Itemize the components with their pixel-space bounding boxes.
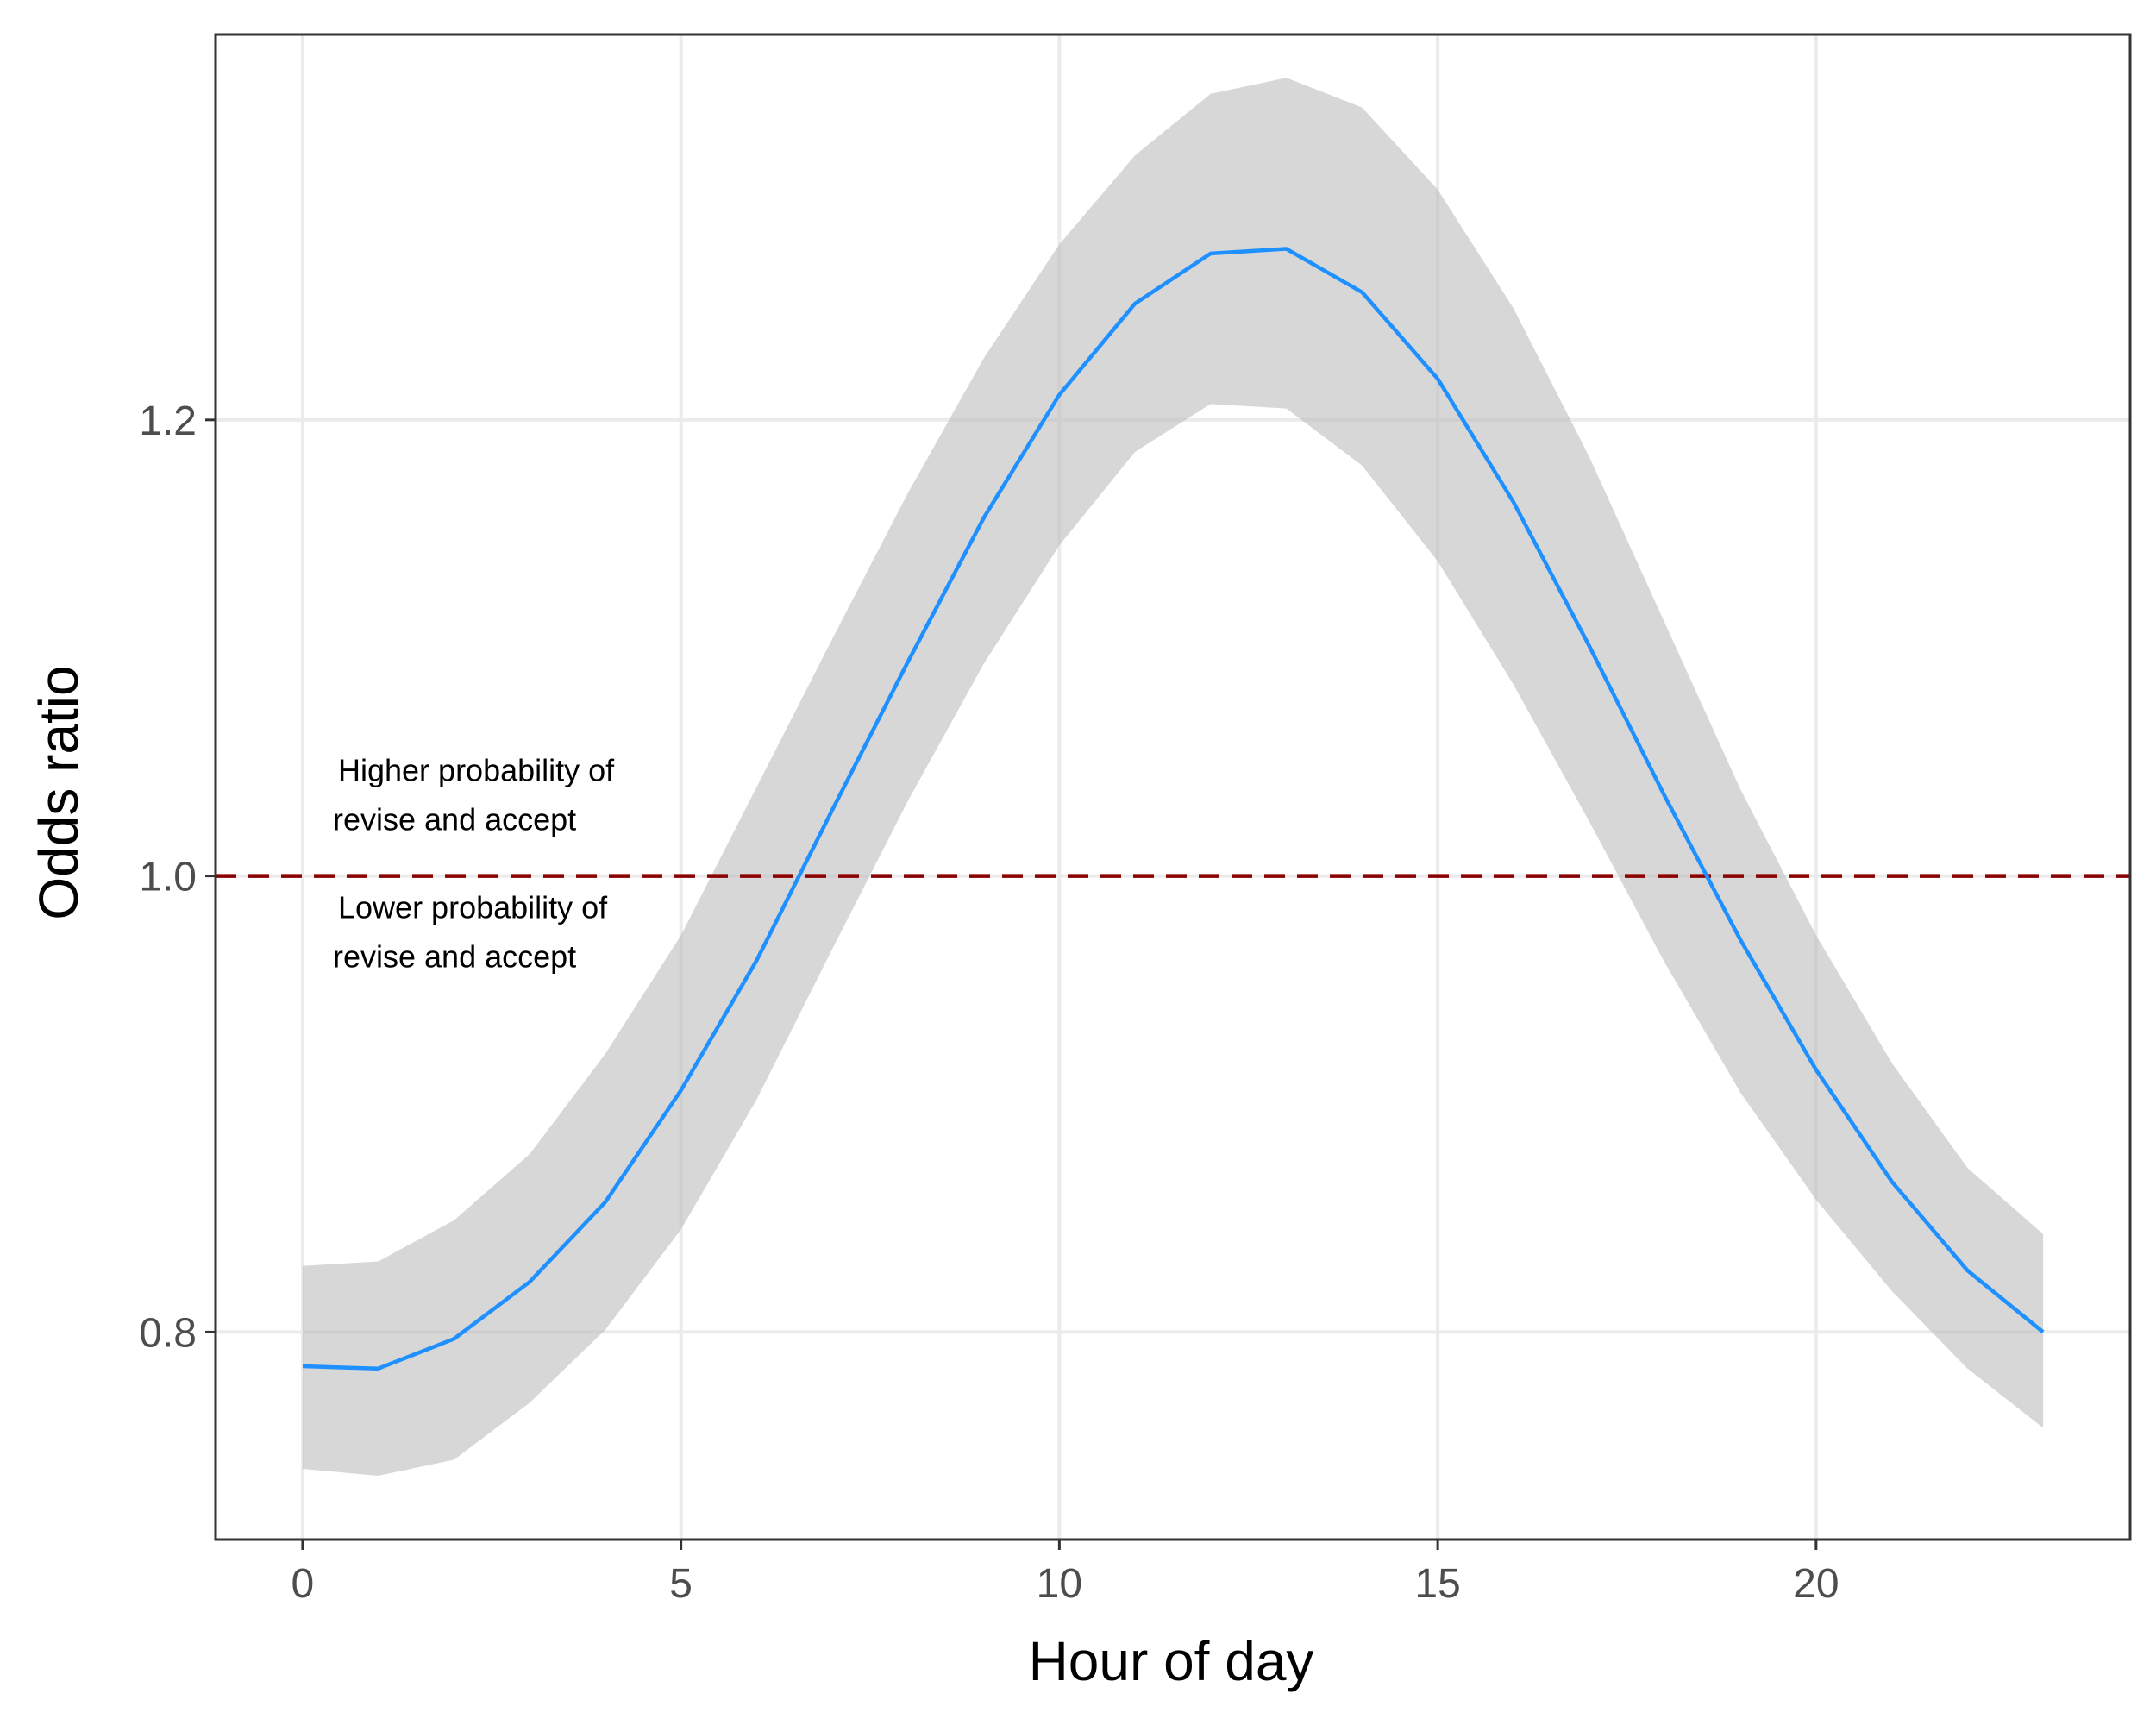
x-tick-label-3: 15	[1414, 1561, 1460, 1607]
axes: 0 5 10 15 20 0.8 1.0 1.2	[139, 33, 2132, 1607]
annotation-1-line-0: Lower probability of	[338, 889, 608, 925]
y-tick-label-1: 1.0	[139, 855, 197, 900]
y-axis-title: Odds ratio	[28, 665, 90, 919]
panel-border	[214, 33, 2132, 1541]
y-tick-label-2: 1.2	[139, 398, 197, 444]
confidence-band	[302, 78, 2044, 1476]
x-tick-label-4: 20	[1793, 1561, 1839, 1607]
x-tick-label-1: 5	[669, 1561, 693, 1607]
annotation-0-line-0: Higher probability of	[338, 753, 615, 788]
odds-ratio-line-0	[302, 247, 2045, 1371]
annotation-0-line-1: revise and accept	[333, 802, 576, 837]
x-axis-title: Hour of day	[1029, 1630, 1314, 1692]
x-tick-label-2: 10	[1037, 1561, 1082, 1607]
x-tick-label-0: 0	[291, 1561, 315, 1607]
annotations: Higher probability of revise and accept Lo…	[333, 753, 615, 975]
confidence-band-area-0	[302, 78, 2044, 1476]
series-lines	[302, 247, 2045, 1371]
y-tick-label-0: 0.8	[139, 1310, 197, 1356]
annotation-1-line-1: revise and accept	[333, 938, 576, 974]
